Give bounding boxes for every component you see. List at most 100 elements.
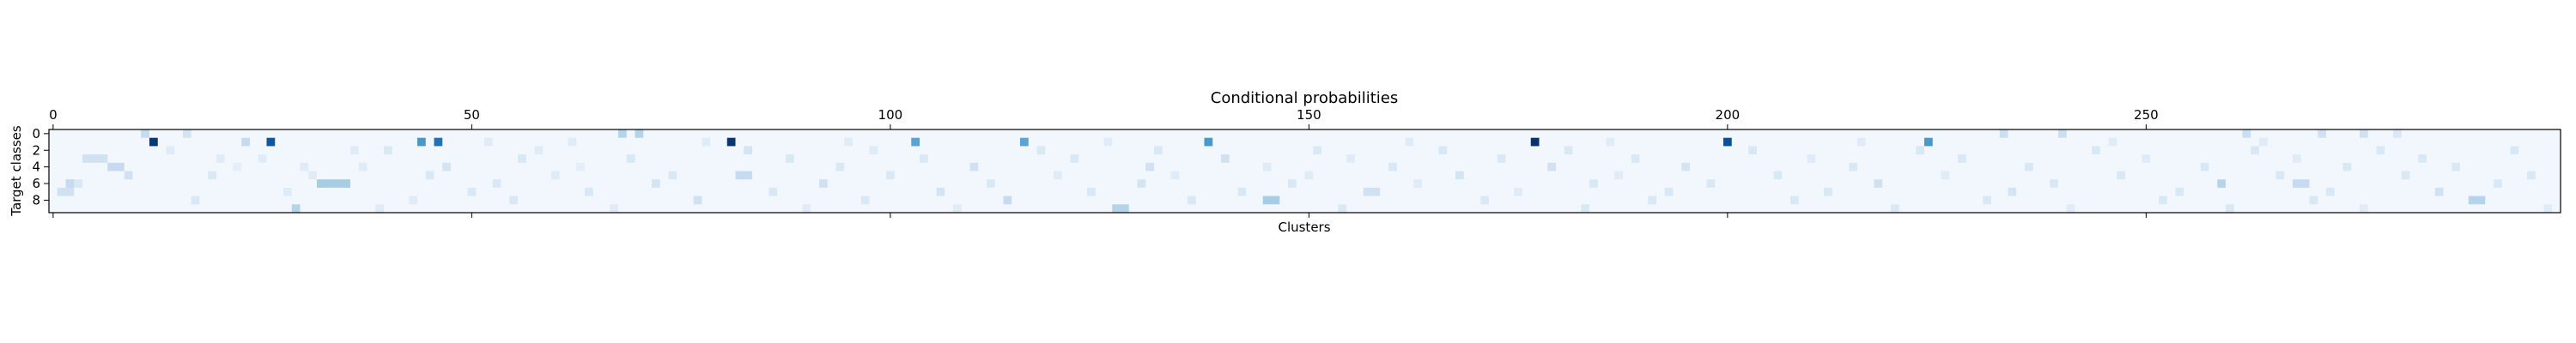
heatmap-cell — [1045, 187, 1054, 196]
heatmap-cell — [953, 204, 963, 214]
heatmap-cell — [1012, 196, 1021, 205]
heatmap-cell — [1405, 146, 1414, 155]
heatmap-cell — [1003, 146, 1012, 155]
heatmap-cell — [350, 162, 360, 172]
heatmap-cell — [2409, 137, 2419, 147]
heatmap-cell — [1355, 137, 1364, 147]
heatmap-cell — [927, 146, 937, 155]
heatmap-cell — [719, 162, 728, 172]
heatmap-cell — [1564, 146, 1573, 155]
heatmap-cell — [199, 179, 209, 189]
heatmap-cell — [2050, 146, 2059, 155]
heatmap-cell — [1782, 187, 1791, 196]
heatmap-cell — [920, 196, 929, 205]
heatmap-cell — [1874, 137, 1883, 147]
heatmap-cell — [2393, 179, 2403, 189]
heatmap-cell — [1078, 196, 1088, 205]
heatmap-cell — [626, 162, 635, 172]
heatmap-cell — [2159, 137, 2168, 147]
heatmap-cell — [2518, 196, 2528, 205]
heatmap-cell — [2233, 187, 2243, 196]
heatmap-cell — [132, 187, 142, 196]
heatmap-cell — [1271, 196, 1280, 205]
heatmap-cell — [777, 162, 787, 172]
heatmap-cell — [1121, 196, 1130, 205]
heatmap-cell — [241, 204, 251, 214]
heatmap-cell — [2543, 137, 2553, 147]
heatmap-cell — [1054, 179, 1063, 189]
heatmap-cell — [936, 137, 945, 147]
heatmap-cell — [2125, 204, 2135, 214]
heatmap-cell — [978, 187, 987, 196]
heatmap-cell — [1489, 196, 1498, 205]
heatmap-cell — [442, 196, 452, 205]
heatmap-cell — [2075, 204, 2084, 214]
heatmap-cell — [1564, 171, 1573, 180]
heatmap-cell — [1338, 137, 1347, 147]
heatmap-cell — [2418, 137, 2427, 147]
heatmap-cell — [1790, 162, 1800, 172]
heatmap-cell — [82, 146, 92, 155]
heatmap-cell — [1999, 171, 2008, 180]
heatmap-cell — [1965, 196, 1975, 205]
heatmap-cell — [2376, 146, 2385, 155]
heatmap-cell — [2008, 171, 2017, 180]
heatmap-cell — [2360, 137, 2369, 147]
heatmap-cell — [2032, 146, 2042, 155]
heatmap-cell — [987, 137, 996, 147]
heatmap-cell — [2192, 154, 2202, 164]
heatmap-cell — [492, 196, 501, 205]
heatmap-cell — [2494, 204, 2503, 214]
heatmap-cell — [978, 146, 987, 155]
heatmap-cell — [2150, 162, 2160, 172]
heatmap-cell — [1355, 146, 1364, 155]
heatmap-cell — [308, 179, 318, 189]
heatmap-cell — [2192, 171, 2202, 180]
heatmap-cell — [2318, 129, 2327, 139]
heatmap-cell — [2393, 204, 2403, 214]
heatmap-cell — [1346, 162, 1356, 172]
heatmap-cell — [1346, 154, 1356, 164]
heatmap-cell — [1631, 196, 1640, 205]
heatmap-cell — [1715, 154, 1724, 164]
heatmap-cell — [1815, 162, 1825, 172]
heatmap-cell — [643, 196, 653, 205]
heatmap-cell — [844, 137, 854, 147]
heatmap-cell — [2309, 196, 2318, 205]
heatmap-cell — [1329, 196, 1339, 205]
heatmap-cell — [1648, 196, 1657, 205]
heatmap-cell — [961, 196, 970, 205]
heatmap-cell — [1045, 154, 1054, 164]
heatmap-cell — [2376, 196, 2385, 205]
heatmap-cell — [1447, 154, 1456, 164]
heatmap-cell — [459, 204, 468, 214]
heatmap-cell — [2494, 146, 2503, 155]
heatmap-cell — [811, 204, 820, 214]
heatmap-cell — [2159, 171, 2168, 180]
heatmap-cell — [2468, 204, 2477, 214]
heatmap-cell — [1631, 129, 1640, 139]
heatmap-cell — [1279, 154, 1289, 164]
heatmap-cell — [2543, 204, 2553, 214]
heatmap-cell — [2142, 179, 2151, 189]
heatmap-cell — [116, 137, 125, 147]
heatmap-cell — [902, 154, 912, 164]
heatmap-cell — [174, 187, 184, 196]
plot-frame — [48, 129, 2561, 214]
heatmap-cell — [961, 154, 970, 164]
heatmap-cell — [65, 204, 75, 214]
heatmap-cell — [300, 129, 309, 139]
heatmap-cell — [911, 187, 920, 196]
heatmap-cell — [1430, 129, 1439, 139]
heatmap-cell — [1304, 137, 1314, 147]
heatmap-cell — [1715, 162, 1724, 172]
heatmap-cell — [2409, 129, 2419, 139]
heatmap-cell — [878, 171, 887, 180]
heatmap-cell — [835, 154, 845, 164]
heatmap-cell — [543, 137, 552, 147]
heatmap-cell — [585, 154, 594, 164]
heatmap-cell — [1572, 187, 1582, 196]
heatmap-cell — [2485, 137, 2494, 147]
heatmap-cell — [107, 129, 117, 139]
heatmap-cell — [2184, 171, 2193, 180]
